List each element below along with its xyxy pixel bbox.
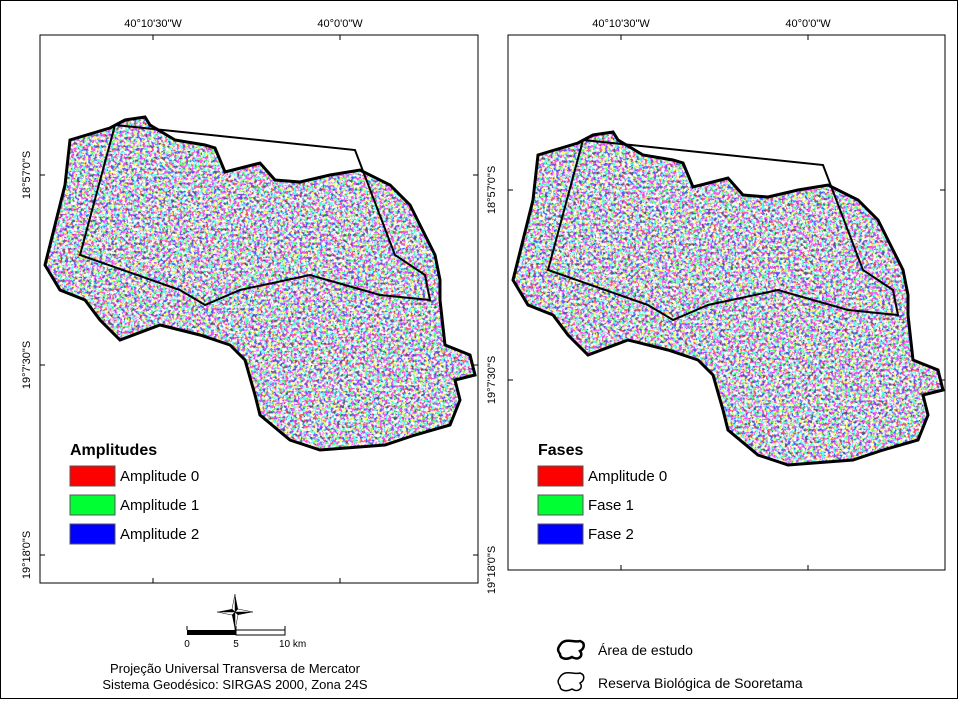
scale-label: 5 <box>233 639 239 650</box>
scale-bar <box>187 630 285 635</box>
projection-text: Projeção Universal Transversa de Mercato… <box>110 661 361 676</box>
map-page: 40°10'30"W 40°0'0"W 18°57'0"S 19°7'30"S 19°1… <box>0 0 959 700</box>
x-tick-label: 40°0'0"W <box>785 18 831 30</box>
legend-label: Amplitude 2 <box>120 526 199 543</box>
legend-label: Amplitude 0 <box>120 468 199 485</box>
boundary-legend-label: Área de estudo <box>598 642 693 658</box>
legend-title: Amplitudes <box>70 442 157 459</box>
y-tick-label: 18°57'0"S <box>21 151 33 199</box>
x-tick-label: 40°10'30"W <box>124 18 182 30</box>
legend-label: Fase 2 <box>588 526 634 543</box>
legend-swatch <box>538 495 583 515</box>
y-tick-label: 19°7'30"S <box>486 356 498 404</box>
scale-label: 0 <box>184 639 190 650</box>
legend-swatch <box>70 466 115 486</box>
legend-label: Fase 1 <box>588 497 634 514</box>
legend-swatch <box>70 524 115 544</box>
legend-swatch <box>70 495 115 515</box>
y-tick-label: 19°7'30"S <box>21 341 33 389</box>
x-tick-label: 40°10'30"W <box>592 18 650 30</box>
x-tick-label: 40°0'0"W <box>317 18 363 30</box>
y-tick-label: 18°57'0"S <box>486 166 498 214</box>
scale-label: 10 km <box>279 639 306 650</box>
boundary-legend-label: Reserva Biológica de Sooretama <box>598 675 803 691</box>
legend-label: Amplitude 0 <box>588 468 667 485</box>
y-tick-label: 19°18'0"S <box>486 546 498 594</box>
legend-swatch <box>538 466 583 486</box>
y-tick-label: 19°18'0"S <box>21 531 33 579</box>
projection-text: Sistema Geodésico: SIRGAS 2000, Zona 24S <box>102 677 368 692</box>
legend-label: Amplitude 1 <box>120 497 199 514</box>
legend-title: Fases <box>538 442 583 459</box>
legend-swatch <box>538 524 583 544</box>
